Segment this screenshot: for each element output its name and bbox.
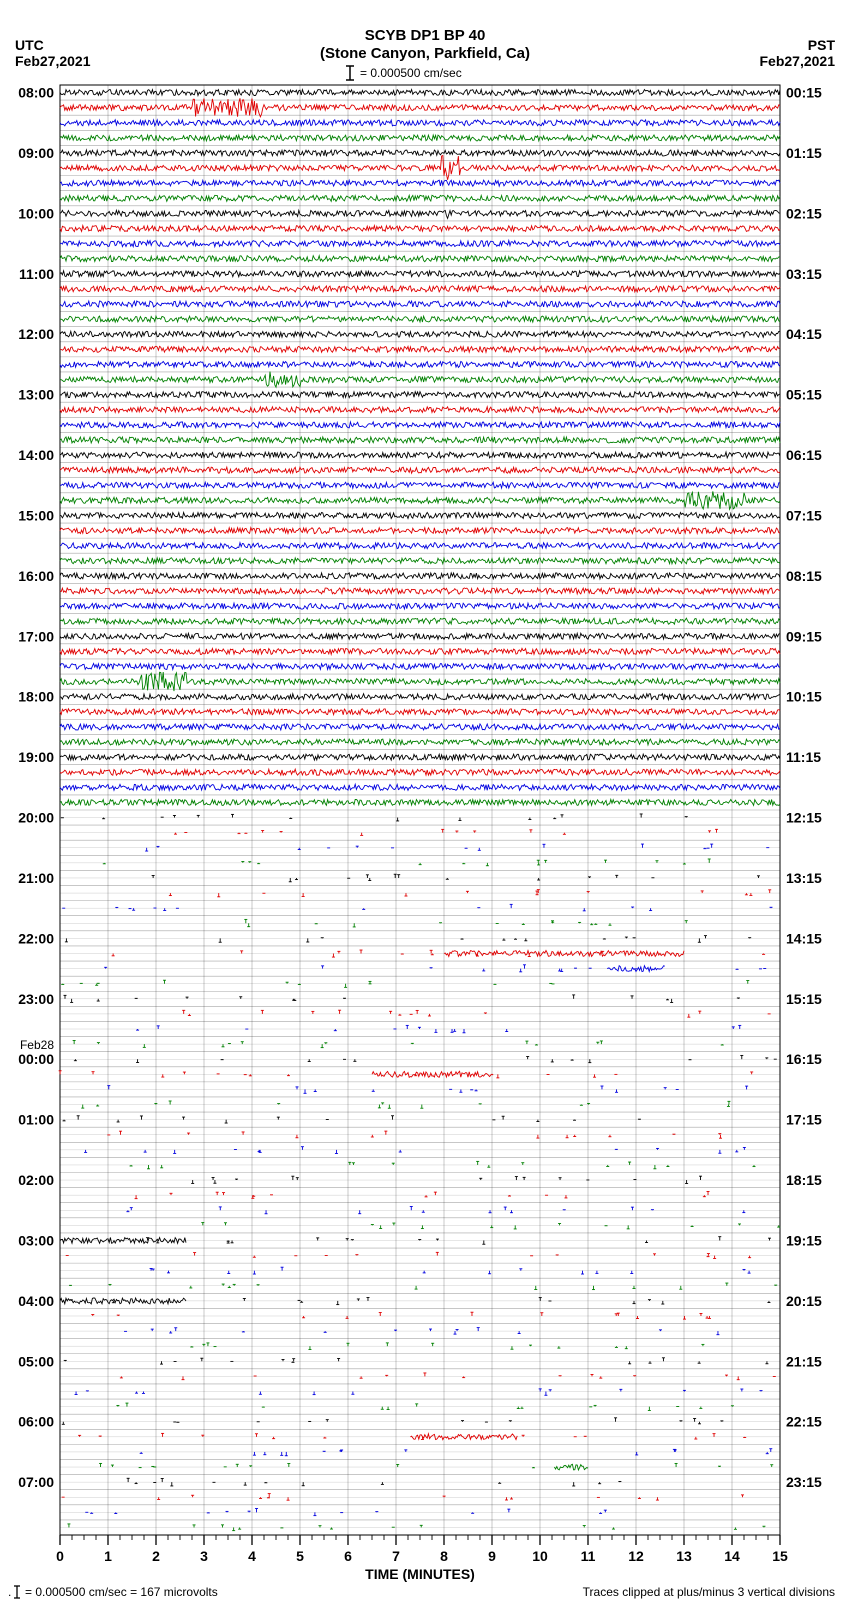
x-tick-label: 5 bbox=[296, 1548, 304, 1564]
right-time-label: 14:15 bbox=[786, 930, 822, 946]
left-time-label: 00:00 bbox=[18, 1051, 54, 1067]
x-tick-label: 8 bbox=[440, 1548, 448, 1564]
right-time-label: 07:15 bbox=[786, 507, 822, 523]
x-tick-label: 14 bbox=[724, 1548, 740, 1564]
left-time-label: 08:00 bbox=[18, 85, 54, 101]
right-time-label: 04:15 bbox=[786, 326, 822, 342]
title-line2: (Stone Canyon, Parkfield, Ca) bbox=[320, 45, 530, 62]
right-time-label: 23:15 bbox=[786, 1474, 822, 1490]
left-time-label: 11:00 bbox=[19, 266, 54, 282]
x-tick-label: 15 bbox=[772, 1548, 788, 1564]
x-tick-label: 1 bbox=[104, 1548, 112, 1564]
left-time-label: 03:00 bbox=[18, 1232, 54, 1248]
right-time-label: 09:15 bbox=[786, 628, 822, 644]
svg-text:.: . bbox=[8, 1585, 11, 1599]
left-time-label: 18:00 bbox=[18, 689, 54, 705]
left-time-label: 19:00 bbox=[18, 749, 54, 765]
right-time-label: 13:15 bbox=[786, 870, 822, 886]
left-time-label: 20:00 bbox=[18, 810, 54, 826]
right-time-label: 22:15 bbox=[786, 1414, 822, 1430]
left-time-label: 09:00 bbox=[18, 145, 54, 161]
left-time-label: 01:00 bbox=[18, 1112, 54, 1128]
right-time-label: 08:15 bbox=[786, 568, 822, 584]
right-date: Feb27,2021 bbox=[760, 53, 836, 69]
left-tz: UTC bbox=[15, 37, 44, 53]
left-time-label: 10:00 bbox=[18, 205, 54, 221]
x-axis-label: TIME (MINUTES) bbox=[365, 1566, 475, 1582]
x-tick-label: 12 bbox=[628, 1548, 644, 1564]
left-time-label: 12:00 bbox=[18, 326, 54, 342]
x-tick-label: 9 bbox=[488, 1548, 496, 1564]
left-time-label: 06:00 bbox=[18, 1414, 54, 1430]
left-time-label: 14:00 bbox=[18, 447, 54, 463]
right-tz: PST bbox=[808, 37, 836, 53]
left-time-label: 13:00 bbox=[18, 387, 54, 403]
x-tick-label: 2 bbox=[152, 1548, 160, 1564]
x-tick-label: 13 bbox=[676, 1548, 692, 1564]
x-tick-label: 7 bbox=[392, 1548, 400, 1564]
right-time-label: 20:15 bbox=[786, 1293, 822, 1309]
footer-left: = 0.000500 cm/sec = 167 microvolts bbox=[25, 1585, 218, 1599]
right-time-label: 06:15 bbox=[786, 447, 822, 463]
left-time-label: 07:00 bbox=[18, 1474, 54, 1490]
right-time-label: 00:15 bbox=[786, 85, 822, 101]
left-time-label: 22:00 bbox=[18, 930, 54, 946]
x-tick-label: 6 bbox=[344, 1548, 352, 1564]
right-time-label: 10:15 bbox=[786, 689, 822, 705]
x-tick-label: 0 bbox=[56, 1548, 64, 1564]
left-time-label: 17:00 bbox=[18, 628, 54, 644]
left-time-label: 23:00 bbox=[18, 991, 54, 1007]
left-time-label: Feb28 bbox=[20, 1038, 54, 1052]
left-time-label: 15:00 bbox=[18, 507, 54, 523]
right-time-label: 11:15 bbox=[786, 749, 821, 765]
left-time-label: 02:00 bbox=[18, 1172, 54, 1188]
right-time-label: 18:15 bbox=[786, 1172, 822, 1188]
x-tick-label: 11 bbox=[581, 1548, 596, 1564]
right-time-label: 16:15 bbox=[786, 1051, 822, 1067]
right-time-label: 15:15 bbox=[786, 991, 822, 1007]
x-tick-label: 3 bbox=[200, 1548, 208, 1564]
x-tick-label: 4 bbox=[248, 1548, 256, 1564]
right-time-label: 12:15 bbox=[786, 810, 822, 826]
right-time-label: 05:15 bbox=[786, 387, 822, 403]
right-time-label: 17:15 bbox=[786, 1112, 822, 1128]
seismogram-plot: SCYB DP1 BP 40(Stone Canyon, Parkfield, … bbox=[0, 0, 850, 1613]
right-time-label: 19:15 bbox=[786, 1232, 822, 1248]
right-time-label: 21:15 bbox=[786, 1353, 822, 1369]
footer-right: Traces clipped at plus/minus 3 vertical … bbox=[583, 1585, 835, 1599]
x-tick-label: 10 bbox=[532, 1548, 548, 1564]
left-time-label: 16:00 bbox=[18, 568, 54, 584]
left-time-label: 04:00 bbox=[18, 1293, 54, 1309]
scale-text: = 0.000500 cm/sec bbox=[360, 66, 462, 80]
right-time-label: 03:15 bbox=[786, 266, 822, 282]
left-time-label: 21:00 bbox=[18, 870, 54, 886]
right-time-label: 01:15 bbox=[786, 145, 822, 161]
left-time-label: 05:00 bbox=[18, 1353, 54, 1369]
title-line1: SCYB DP1 BP 40 bbox=[365, 27, 486, 44]
right-time-label: 02:15 bbox=[786, 205, 822, 221]
left-date: Feb27,2021 bbox=[15, 53, 91, 69]
